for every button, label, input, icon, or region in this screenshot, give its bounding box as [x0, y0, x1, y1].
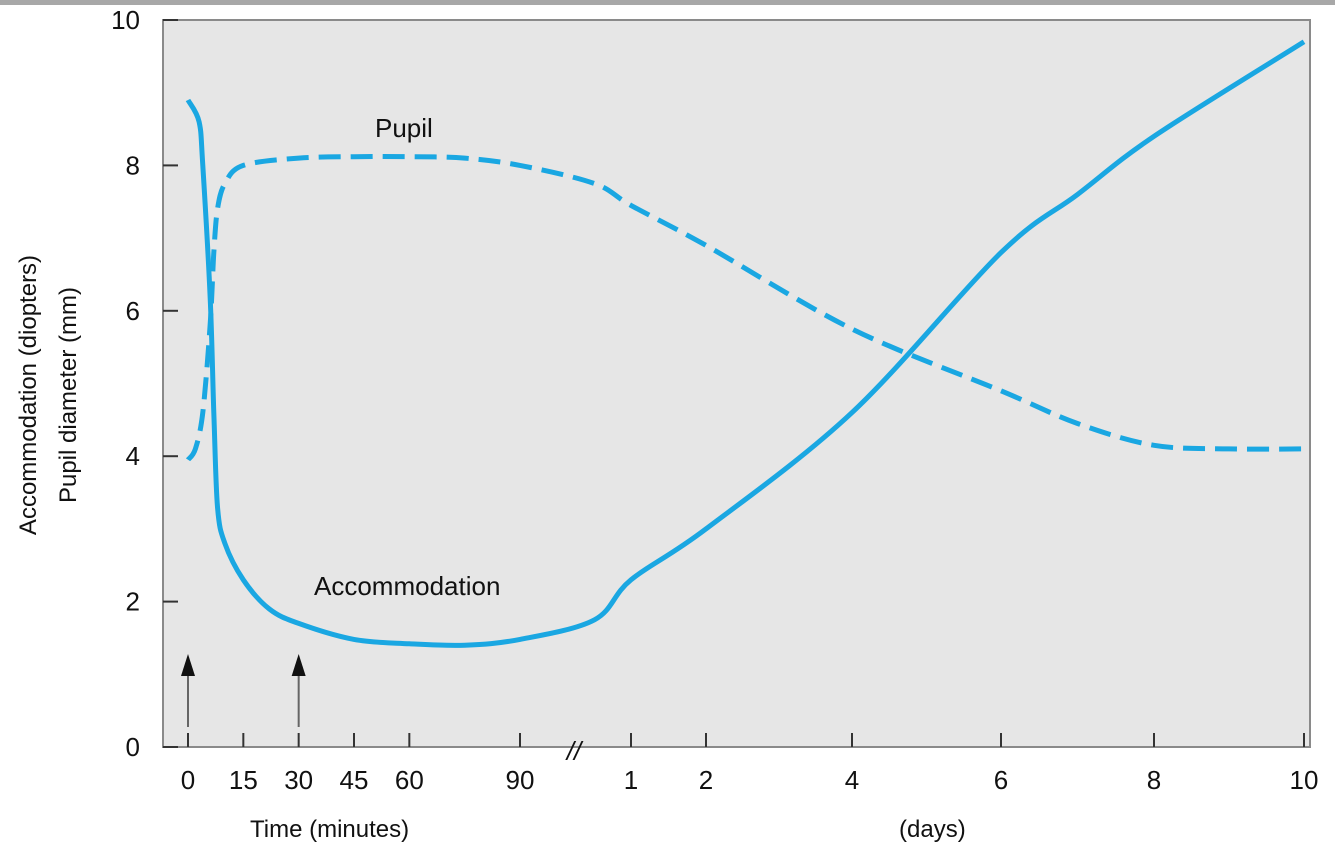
x-axis-title-minutes: Time (minutes)	[250, 816, 409, 843]
plot-area	[162, 19, 1311, 748]
x-tick-label: 15	[229, 765, 258, 795]
x-axis-title-days: (days)	[899, 816, 966, 843]
x-tick-label: 6	[994, 765, 1008, 795]
x-tick-label: 1	[624, 765, 638, 795]
x-tick-label: 2	[699, 765, 713, 795]
x-tick-label: 8	[1147, 765, 1161, 795]
x-tick-label: 10	[1290, 765, 1319, 795]
pupil-line	[185, 153, 1305, 462]
arrow-head	[291, 654, 306, 676]
series-layer	[185, 39, 1306, 648]
x-tick-label: 45	[340, 765, 369, 795]
pupil-series-label: Pupil	[375, 113, 433, 143]
arrow-head	[181, 654, 195, 676]
x-tick-label: 4	[845, 765, 859, 795]
y-tick-label: 8	[126, 150, 140, 180]
y-tick-label: 10	[111, 5, 140, 35]
y-axis-title-pupil: Pupil diameter (mm)	[55, 287, 82, 503]
y-tick-label: 6	[126, 296, 140, 326]
accommodation-line	[185, 39, 1306, 648]
accommodation-series-label: Accommodation	[314, 571, 500, 601]
axes: 0 2 4 6 8 10 0 15 30 45 60 90 1 2 4 6 8 10 //	[111, 5, 1318, 795]
axis-break-marker: //	[565, 736, 584, 766]
y-tick-label: 0	[126, 732, 140, 762]
top-border	[0, 0, 1335, 5]
x-tick-label: 0	[181, 765, 195, 795]
x-tick-label: 60	[395, 765, 424, 795]
y-axis-title-accommodation: Accommodation (diopters)	[15, 255, 42, 535]
x-tick-label: 90	[506, 765, 535, 795]
y-tick-label: 2	[126, 587, 140, 617]
annotation-layer	[181, 654, 306, 727]
x-tick-label: 30	[284, 765, 313, 795]
y-tick-label: 4	[126, 441, 140, 471]
